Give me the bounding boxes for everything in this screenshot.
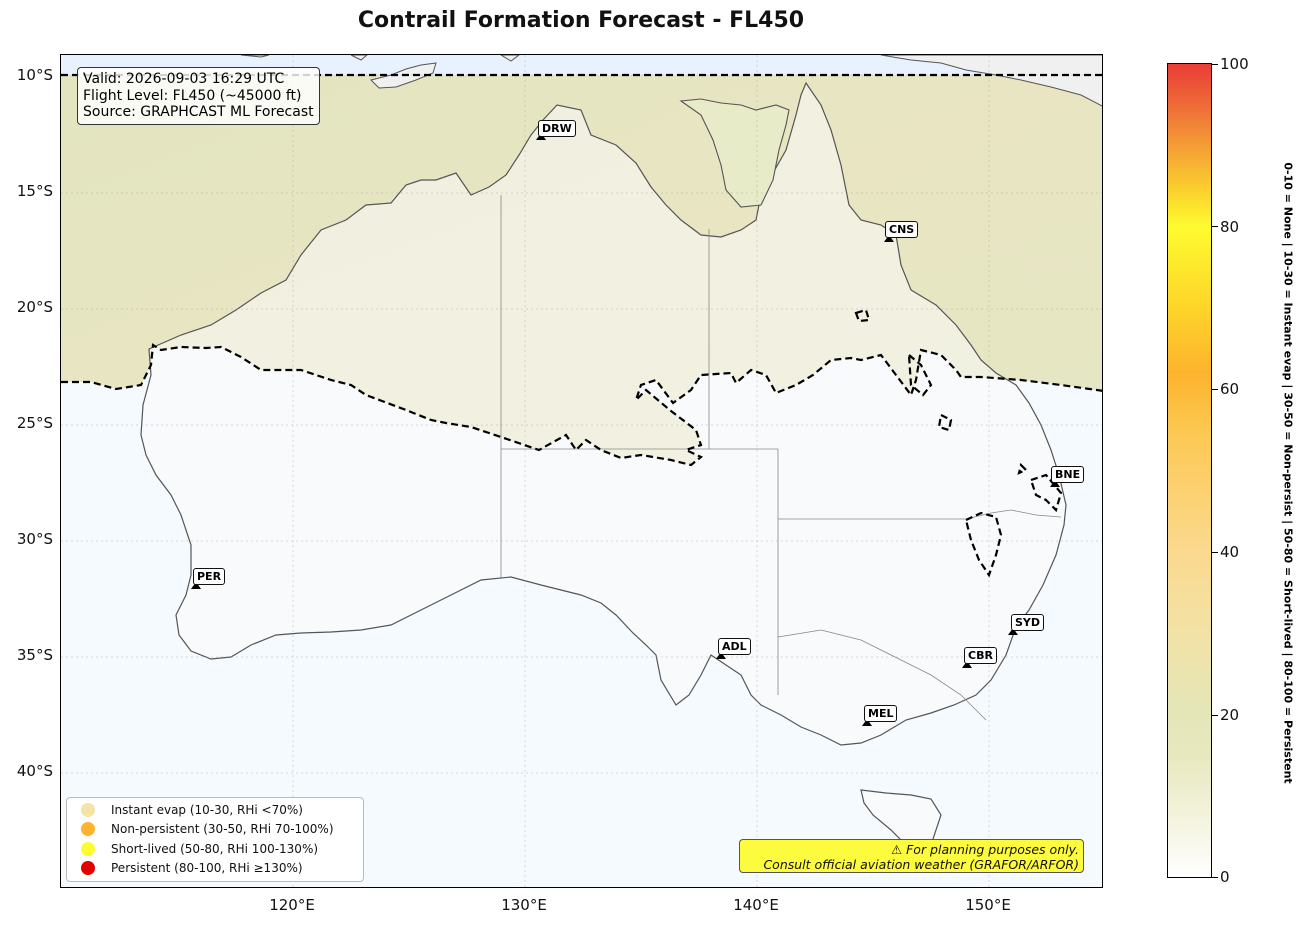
colorbar-label: 40: [1220, 543, 1240, 561]
legend: Instant evap (10-30, RHi <70%) Non-persi…: [66, 797, 364, 882]
city-label-per[interactable]: PER: [193, 568, 226, 585]
lon-label: 120°E: [269, 896, 315, 914]
legend-label: Persistent (80-100, RHi ≥130%): [111, 861, 303, 875]
colorbar-label: 80: [1220, 218, 1240, 236]
valid-time: Valid: 2026-09-03 16:29 UTC: [83, 71, 285, 87]
city-label-drw[interactable]: DRW: [538, 120, 576, 137]
state-borders: [500, 195, 1062, 721]
gulf-of-carpentaria: [679, 98, 790, 208]
lon-label: 150°E: [965, 896, 1011, 914]
colorbar-tick: [1212, 552, 1218, 553]
legend-item: Persistent (80-100, RHi ≥130%): [81, 861, 303, 875]
disclaimer-line-2: Consult official aviation weather (GRAFO…: [763, 857, 1079, 872]
colorbar-tick: [1212, 715, 1218, 716]
colorbar-tick: [1212, 226, 1218, 227]
colorbar-category-legend: 0-10 = None | 10-30 = Instant evap | 30-…: [1281, 162, 1295, 784]
colorbar-tick: [1212, 389, 1218, 390]
city-label-bne[interactable]: BNE: [1051, 466, 1085, 483]
lon-label: 130°E: [501, 896, 547, 914]
legend-swatch-icon: [81, 822, 95, 836]
colorbar-tick: [1212, 877, 1218, 878]
new-guinea: [880, 55, 1102, 107]
legend-item: Instant evap (10-30, RHi <70%): [81, 803, 303, 817]
islands-nw: [240, 55, 520, 62]
colorbar-label: 60: [1220, 380, 1240, 398]
colorbar-label: 20: [1220, 706, 1240, 724]
legend-label: Non-persistent (30-50, RHi 70-100%): [111, 822, 334, 836]
disclaimer-line-1: ⚠ For planning purposes only.: [891, 842, 1079, 857]
legend-swatch-icon: [81, 842, 95, 856]
colorbar-tick: [1212, 64, 1218, 65]
legend-label: Instant evap (10-30, RHi <70%): [111, 803, 303, 817]
legend-item: Short-lived (50-80, RHi 100-130%): [81, 842, 318, 856]
airport-marker-icon: [1008, 628, 1018, 635]
city-label-cns[interactable]: CNS: [885, 221, 919, 238]
airport-marker-icon: [962, 661, 972, 668]
contrail-boundaries: [61, 73, 1102, 578]
airport-marker-icon: [884, 235, 894, 242]
legend-swatch-icon: [81, 861, 95, 875]
lon-label: 140°E: [733, 896, 779, 914]
legend-item: Non-persistent (30-50, RHi 70-100%): [81, 822, 334, 836]
lat-label: 10°S: [16, 66, 53, 84]
lat-label: 25°S: [16, 414, 53, 432]
lat-label: 20°S: [16, 298, 53, 316]
map-canvas: [61, 55, 1102, 887]
legend-label: Short-lived (50-80, RHi 100-130%): [111, 842, 319, 856]
city-label-syd[interactable]: SYD: [1011, 614, 1045, 631]
forecast-source: Source: GRAPHCAST ML Forecast: [83, 104, 314, 120]
legend-swatch-icon: [81, 803, 95, 817]
airport-marker-icon: [1050, 480, 1060, 487]
lat-label: 35°S: [16, 646, 53, 664]
city-label-adl[interactable]: ADL: [718, 638, 751, 655]
map-panel[interactable]: [60, 54, 1103, 888]
airport-marker-icon: [716, 652, 726, 659]
lat-label: 15°S: [16, 182, 53, 200]
colorbar-label: 0: [1220, 868, 1230, 886]
lat-label: 30°S: [16, 530, 53, 548]
australia-land: [140, 81, 1067, 746]
colorbar-label: 100: [1220, 55, 1249, 73]
info-box: Valid: 2026-09-03 16:29 UTC Flight Level…: [77, 67, 320, 125]
airport-marker-icon: [862, 719, 872, 726]
city-label-mel[interactable]: MEL: [864, 705, 898, 722]
northern-band: [61, 55, 1102, 75]
disclaimer-box: ⚠ For planning purposes only. Consult of…: [739, 839, 1084, 873]
colorbar: [1167, 63, 1212, 878]
lat-label: 40°S: [16, 762, 53, 780]
colorbar-side-label: 0-10 = None | 10-30 = Instant evap | 30-…: [1278, 78, 1298, 868]
city-label-cbr[interactable]: CBR: [964, 647, 997, 664]
airport-marker-icon: [191, 582, 201, 589]
map-title: Contrail Formation Forecast - FL450: [357, 8, 805, 33]
flight-level: Flight Level: FL450 (~45000 ft): [83, 87, 302, 104]
